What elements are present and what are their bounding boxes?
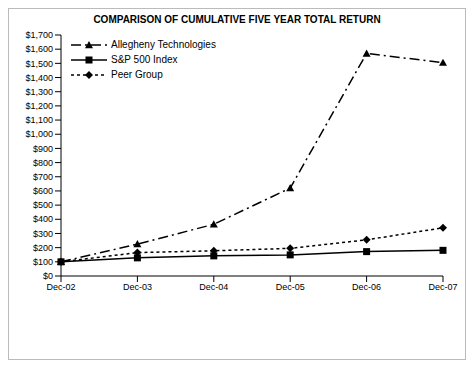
html-text:Peer Group: Peer Group [111,69,163,80]
svg-text:$100: $100 [33,257,53,267]
svg-text:$600: $600 [33,186,53,196]
svg-text:Dec-07: Dec-07 [428,282,457,292]
svg-text:$1,500: $1,500 [25,59,53,69]
html-text:S&P 500 Index: S&P 500 Index [111,54,178,65]
svg-text:$1,300: $1,300 [25,87,53,97]
svg-text:Dec-06: Dec-06 [352,282,381,292]
svg-text:Dec-02: Dec-02 [46,282,75,292]
svg-text:$1,600: $1,600 [25,44,53,54]
svg-text:Dec-03: Dec-03 [123,282,152,292]
svg-text:$800: $800 [33,158,53,168]
svg-text:$1,100: $1,100 [25,115,53,125]
html-text:COMPARISON OF CUMULATIVE FIVE: COMPARISON OF CUMULATIVE FIVE YEAR TOTAL… [93,14,381,25]
svg-text:$1,200: $1,200 [25,101,53,111]
svg-text:$200: $200 [33,243,53,253]
svg-text:$300: $300 [33,229,53,239]
svg-text:$700: $700 [33,172,53,182]
svg-text:$1,400: $1,400 [25,73,53,83]
html-text:Allegheny Technologies: Allegheny Technologies [111,39,216,50]
svg-text:$900: $900 [33,144,53,154]
svg-text:$400: $400 [33,214,53,224]
svg-text:$1,000: $1,000 [25,129,53,139]
svg-text:$500: $500 [33,200,53,210]
svg-text:$1,700: $1,700 [25,31,53,40]
svg-text:$0: $0 [43,271,53,281]
svg-text:Dec-05: Dec-05 [276,282,305,292]
svg-text:Dec-04: Dec-04 [199,282,228,292]
